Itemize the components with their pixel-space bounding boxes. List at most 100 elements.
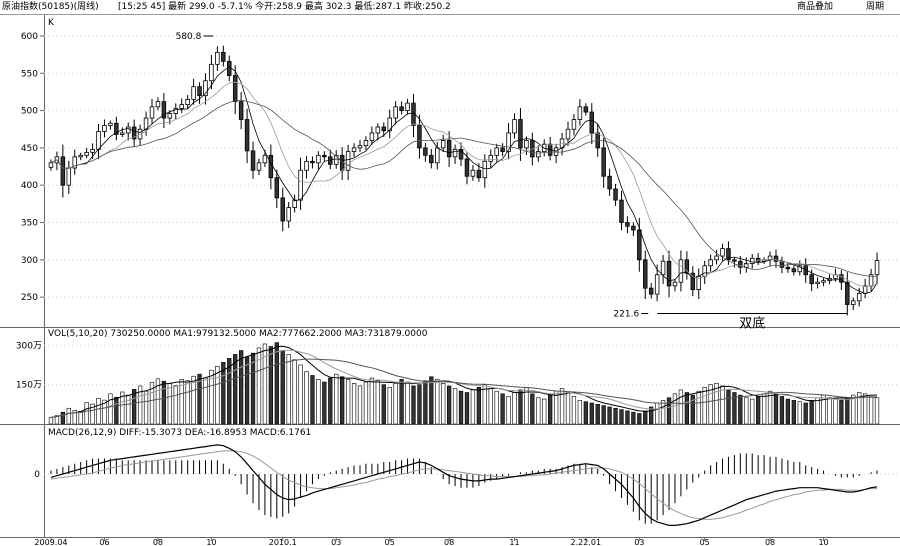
candle-up	[851, 300, 856, 305]
volume-bar	[244, 356, 250, 425]
volume-bar	[678, 389, 684, 425]
volume-bar	[227, 358, 232, 425]
x-tick-label: 05	[385, 538, 395, 546]
candle-up	[298, 169, 303, 201]
candle-down	[238, 101, 244, 120]
volume-bar	[114, 396, 119, 425]
x-tick-label: 05	[700, 538, 710, 546]
candle-down	[197, 86, 202, 97]
volume-bar	[625, 410, 630, 425]
volume-bar	[744, 397, 749, 425]
volume-bar	[173, 385, 178, 425]
price-tick-label: 350	[21, 218, 38, 228]
volume-bar	[387, 386, 392, 425]
candle-down	[417, 125, 422, 149]
candle-up	[577, 106, 583, 120]
volume-bar	[363, 381, 369, 425]
price-ma1-line	[50, 66, 878, 294]
volume-bar	[393, 383, 398, 425]
volume-bar	[185, 380, 190, 425]
candle-up	[102, 125, 107, 132]
candle-down	[690, 272, 696, 291]
volume-bar	[548, 394, 553, 425]
candle-down	[773, 255, 779, 262]
volume-bar	[803, 402, 808, 425]
price-ma3-line	[50, 99, 877, 277]
candle-up	[345, 151, 351, 171]
candle-down	[274, 177, 280, 199]
volume-bar	[322, 381, 327, 425]
x-tick-label: 11	[509, 538, 519, 546]
volume-bar	[696, 390, 701, 425]
volume-bar	[553, 390, 559, 425]
volume-bar	[601, 405, 606, 425]
period-button[interactable]: 周期	[866, 2, 885, 12]
volume-bar	[351, 383, 357, 425]
volume-bar	[262, 343, 268, 425]
candle-up	[720, 248, 725, 257]
volume-bar	[476, 386, 481, 425]
candle-down	[791, 268, 797, 273]
volume-bar	[524, 386, 529, 425]
candle-down	[589, 111, 595, 134]
volume-bar	[839, 400, 844, 425]
candle-down	[732, 259, 737, 262]
volume-bar	[791, 400, 796, 425]
volume-bar	[874, 397, 880, 425]
price-tick-label: 450	[21, 144, 38, 154]
volume-bar	[126, 394, 131, 425]
volume-indicator-title: VOL(5,10,20) 730250.0000 MA1:979132.5000…	[48, 329, 428, 339]
candle-up	[440, 140, 446, 149]
candle-up	[435, 147, 440, 164]
candle-up	[678, 259, 684, 283]
candle-down	[845, 281, 850, 305]
volume-bar	[167, 383, 172, 425]
candle-up	[387, 117, 392, 132]
candle-down	[619, 199, 624, 223]
volume-bar	[411, 385, 416, 425]
x-tick-label: 08	[153, 538, 163, 546]
volume-bar	[720, 385, 725, 425]
candle-up	[316, 154, 321, 164]
volume-bar	[672, 393, 678, 425]
candle-up	[369, 132, 375, 141]
volume-bar	[120, 391, 125, 425]
candle-up	[72, 156, 77, 169]
volume-bar	[857, 392, 862, 425]
x-tick-label: 03	[331, 538, 341, 546]
candle-down	[232, 75, 238, 103]
candle-down	[250, 150, 256, 171]
candle-down	[726, 248, 731, 261]
candle-up	[333, 154, 339, 165]
volume-bar	[613, 407, 618, 425]
candle-up	[363, 140, 369, 147]
volume-bar	[435, 379, 440, 425]
candle-down	[280, 197, 285, 222]
high-label: 580.8	[176, 32, 202, 42]
candle-down	[399, 106, 404, 111]
volume-bar	[464, 392, 470, 425]
candle-up	[512, 119, 517, 134]
commodity-overlay-button[interactable]: 商品叠加	[797, 2, 834, 12]
x-tick-label: 10	[206, 538, 216, 546]
volume-bar	[191, 375, 196, 425]
candle-up	[524, 140, 529, 149]
volume-bar	[328, 377, 333, 425]
candle-up	[48, 162, 54, 168]
candle-up	[874, 260, 880, 276]
candle-up	[405, 102, 410, 111]
candle-up	[262, 154, 268, 164]
volume-bar	[827, 397, 832, 425]
candle-down	[625, 222, 630, 227]
candle-down	[684, 259, 690, 274]
quote-readout: [15:25 45] 最新 299.0 -5.7.1% 今开:258.9 最高 …	[118, 2, 451, 12]
volume-bar	[833, 398, 838, 425]
volume-bar	[268, 346, 273, 425]
volume-bar	[66, 407, 71, 425]
macd-panel: MACD(26,12,9) DIFF:-15.3073 DEA:-16.8953…	[34, 428, 900, 526]
x-tick-label: 06	[99, 538, 109, 546]
chart-header: 原油指数(50185)(周线) [15:25 45] 最新 299.0 -5.7…	[0, 0, 900, 14]
candle-up	[708, 259, 713, 267]
volume-bar	[506, 396, 511, 425]
